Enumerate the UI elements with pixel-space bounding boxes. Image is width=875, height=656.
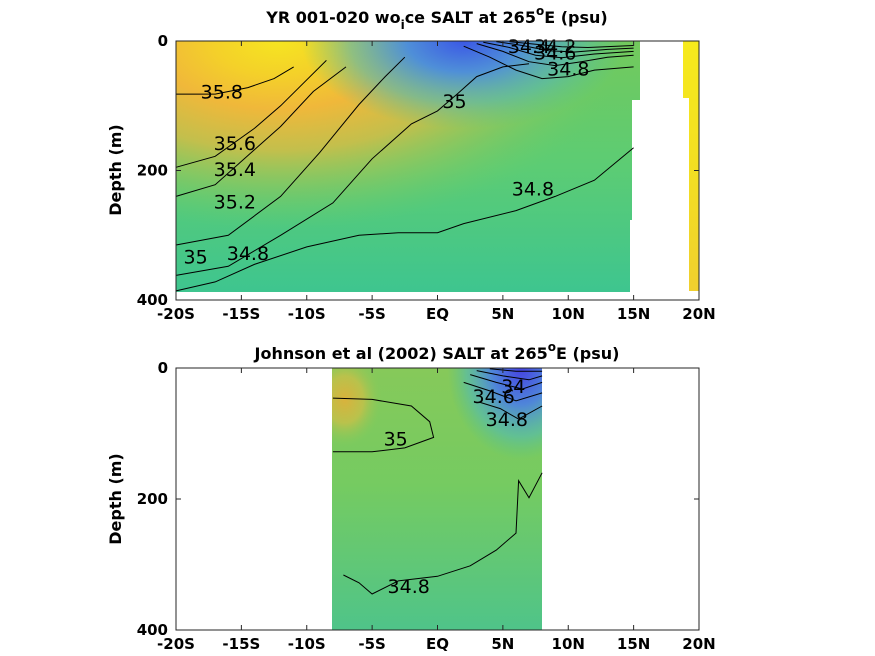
top-fill-gap	[632, 100, 642, 292]
bottom-contour-label: 34	[501, 376, 525, 398]
bottom-contour-label: 34.8	[486, 409, 528, 431]
bottom-x-tick-label: -15S	[222, 635, 260, 653]
bottom-contour-line	[343, 472, 543, 595]
top-contour-label: 34.8	[547, 59, 589, 81]
bottom-x-tick-label: EQ	[426, 635, 449, 653]
top-title-end: E (psu)	[544, 8, 608, 27]
bottom-contour-line	[489, 368, 543, 372]
top-contour-line	[175, 147, 634, 292]
top-y-tick-label: 200	[137, 162, 168, 180]
bottom-panel: Johnson et al (2002) SALT at 265oE (psu)…	[106, 340, 716, 653]
bottom-fill-fresh-core	[332, 368, 542, 630]
bottom-contour-line	[470, 374, 543, 390]
bottom-title-main: Johnson et al (2002) SALT at 265	[254, 344, 548, 363]
top-title-middle: ce SALT at 265	[405, 8, 536, 27]
top-contour-label: 35.4	[214, 159, 256, 181]
top-contour-line	[175, 66, 347, 197]
bottom-y-tick-label: 200	[137, 490, 168, 508]
bottom-x-tick-label: 15N	[617, 635, 650, 653]
top-x-tick-label: EQ	[426, 305, 449, 323]
top-x-tick-label: -10S	[288, 305, 326, 323]
top-title-main: YR 001-020 wo	[265, 8, 400, 27]
top-contour-lines	[175, 41, 634, 292]
top-fill-gap-lower	[630, 220, 642, 292]
top-panel: YR 001-020 woice SALT at 265oE (psu) 35.…	[106, 4, 716, 323]
top-contour-line	[509, 41, 634, 49]
top-title-degree: o	[536, 4, 544, 18]
bottom-contour-line	[332, 397, 435, 453]
bottom-contour-label: 35	[384, 429, 408, 451]
top-contour-label: 34.8	[227, 243, 269, 265]
top-contour-line	[476, 43, 634, 67]
top-y-tick-label: 400	[137, 291, 168, 309]
bottom-contour-label: 34.8	[388, 576, 430, 598]
top-contour-label: 34.6	[534, 43, 576, 65]
top-contour-line	[176, 66, 294, 95]
bottom-x-tick-label: 5N	[491, 635, 514, 653]
top-x-tick-label: -20S	[157, 305, 195, 323]
top-x-tick-label: 5N	[491, 305, 514, 323]
bottom-x-tick-label: 10N	[552, 635, 585, 653]
top-x-tick-label: 20N	[682, 305, 715, 323]
top-contour-label: 35.2	[214, 191, 256, 213]
bottom-panel-title: Johnson et al (2002) SALT at 265oE (psu)	[254, 340, 620, 363]
top-fill-fresh-core	[176, 41, 640, 292]
top-x-tick-label: -5S	[358, 305, 385, 323]
bottom-ylabel: Depth (m)	[106, 453, 125, 545]
top-ylabel: Depth (m)	[106, 124, 125, 216]
bottom-contour-label: 34.6	[473, 386, 515, 408]
top-x-tick-label: -15S	[222, 305, 260, 323]
bottom-x-tick-label: -20S	[157, 635, 195, 653]
bottom-title-degree: o	[548, 340, 556, 354]
bottom-contour-line	[463, 381, 543, 402]
top-x-tick-label: 10N	[552, 305, 585, 323]
bottom-ticks: -20S -15S -10S -5S EQ 5N 10N 15N 20N 0 200 400	[137, 359, 716, 653]
top-fill-strip-gap	[683, 98, 689, 293]
top-contour-line	[175, 63, 530, 276]
bottom-y-tick-label: 400	[137, 621, 168, 639]
top-contour-label: 35	[442, 91, 466, 113]
bottom-contour-line	[476, 370, 543, 381]
top-x-tick-label: 15N	[617, 305, 650, 323]
top-y-tick-label: 0	[158, 32, 168, 50]
top-title-subscript: i	[401, 18, 405, 32]
top-ticks: -20S -15S -10S -5S EQ 5N 10N 15N 20N 0 200 400	[137, 32, 716, 323]
bottom-contour-line	[479, 401, 543, 420]
top-contour-label: 35	[184, 246, 208, 268]
top-contour-line	[496, 41, 634, 53]
top-panel-title: YR 001-020 woice SALT at 265oE (psu)	[265, 4, 607, 32]
top-contour-line	[175, 56, 406, 246]
bottom-y-tick-label: 0	[158, 359, 168, 377]
top-contour-line	[483, 41, 634, 59]
top-contour-label: 35.8	[201, 81, 243, 103]
top-contour-line	[463, 45, 634, 80]
bottom-plot-fill	[332, 368, 542, 630]
bottom-x-tick-label: 20N	[682, 635, 715, 653]
bottom-title-end: E (psu)	[556, 344, 620, 363]
top-plot-fill	[176, 41, 699, 293]
bottom-x-tick-label: -5S	[358, 635, 385, 653]
top-contour-line	[175, 60, 327, 168]
bottom-x-tick-label: -10S	[288, 635, 326, 653]
top-contour-label: 35.6	[214, 133, 256, 155]
top-contour-label: 34.8	[512, 178, 554, 200]
top-contour-labels: 35.835.635.435.235 34.83534.834.434.234.6…	[184, 36, 590, 268]
bottom-contour-lines	[332, 368, 543, 595]
